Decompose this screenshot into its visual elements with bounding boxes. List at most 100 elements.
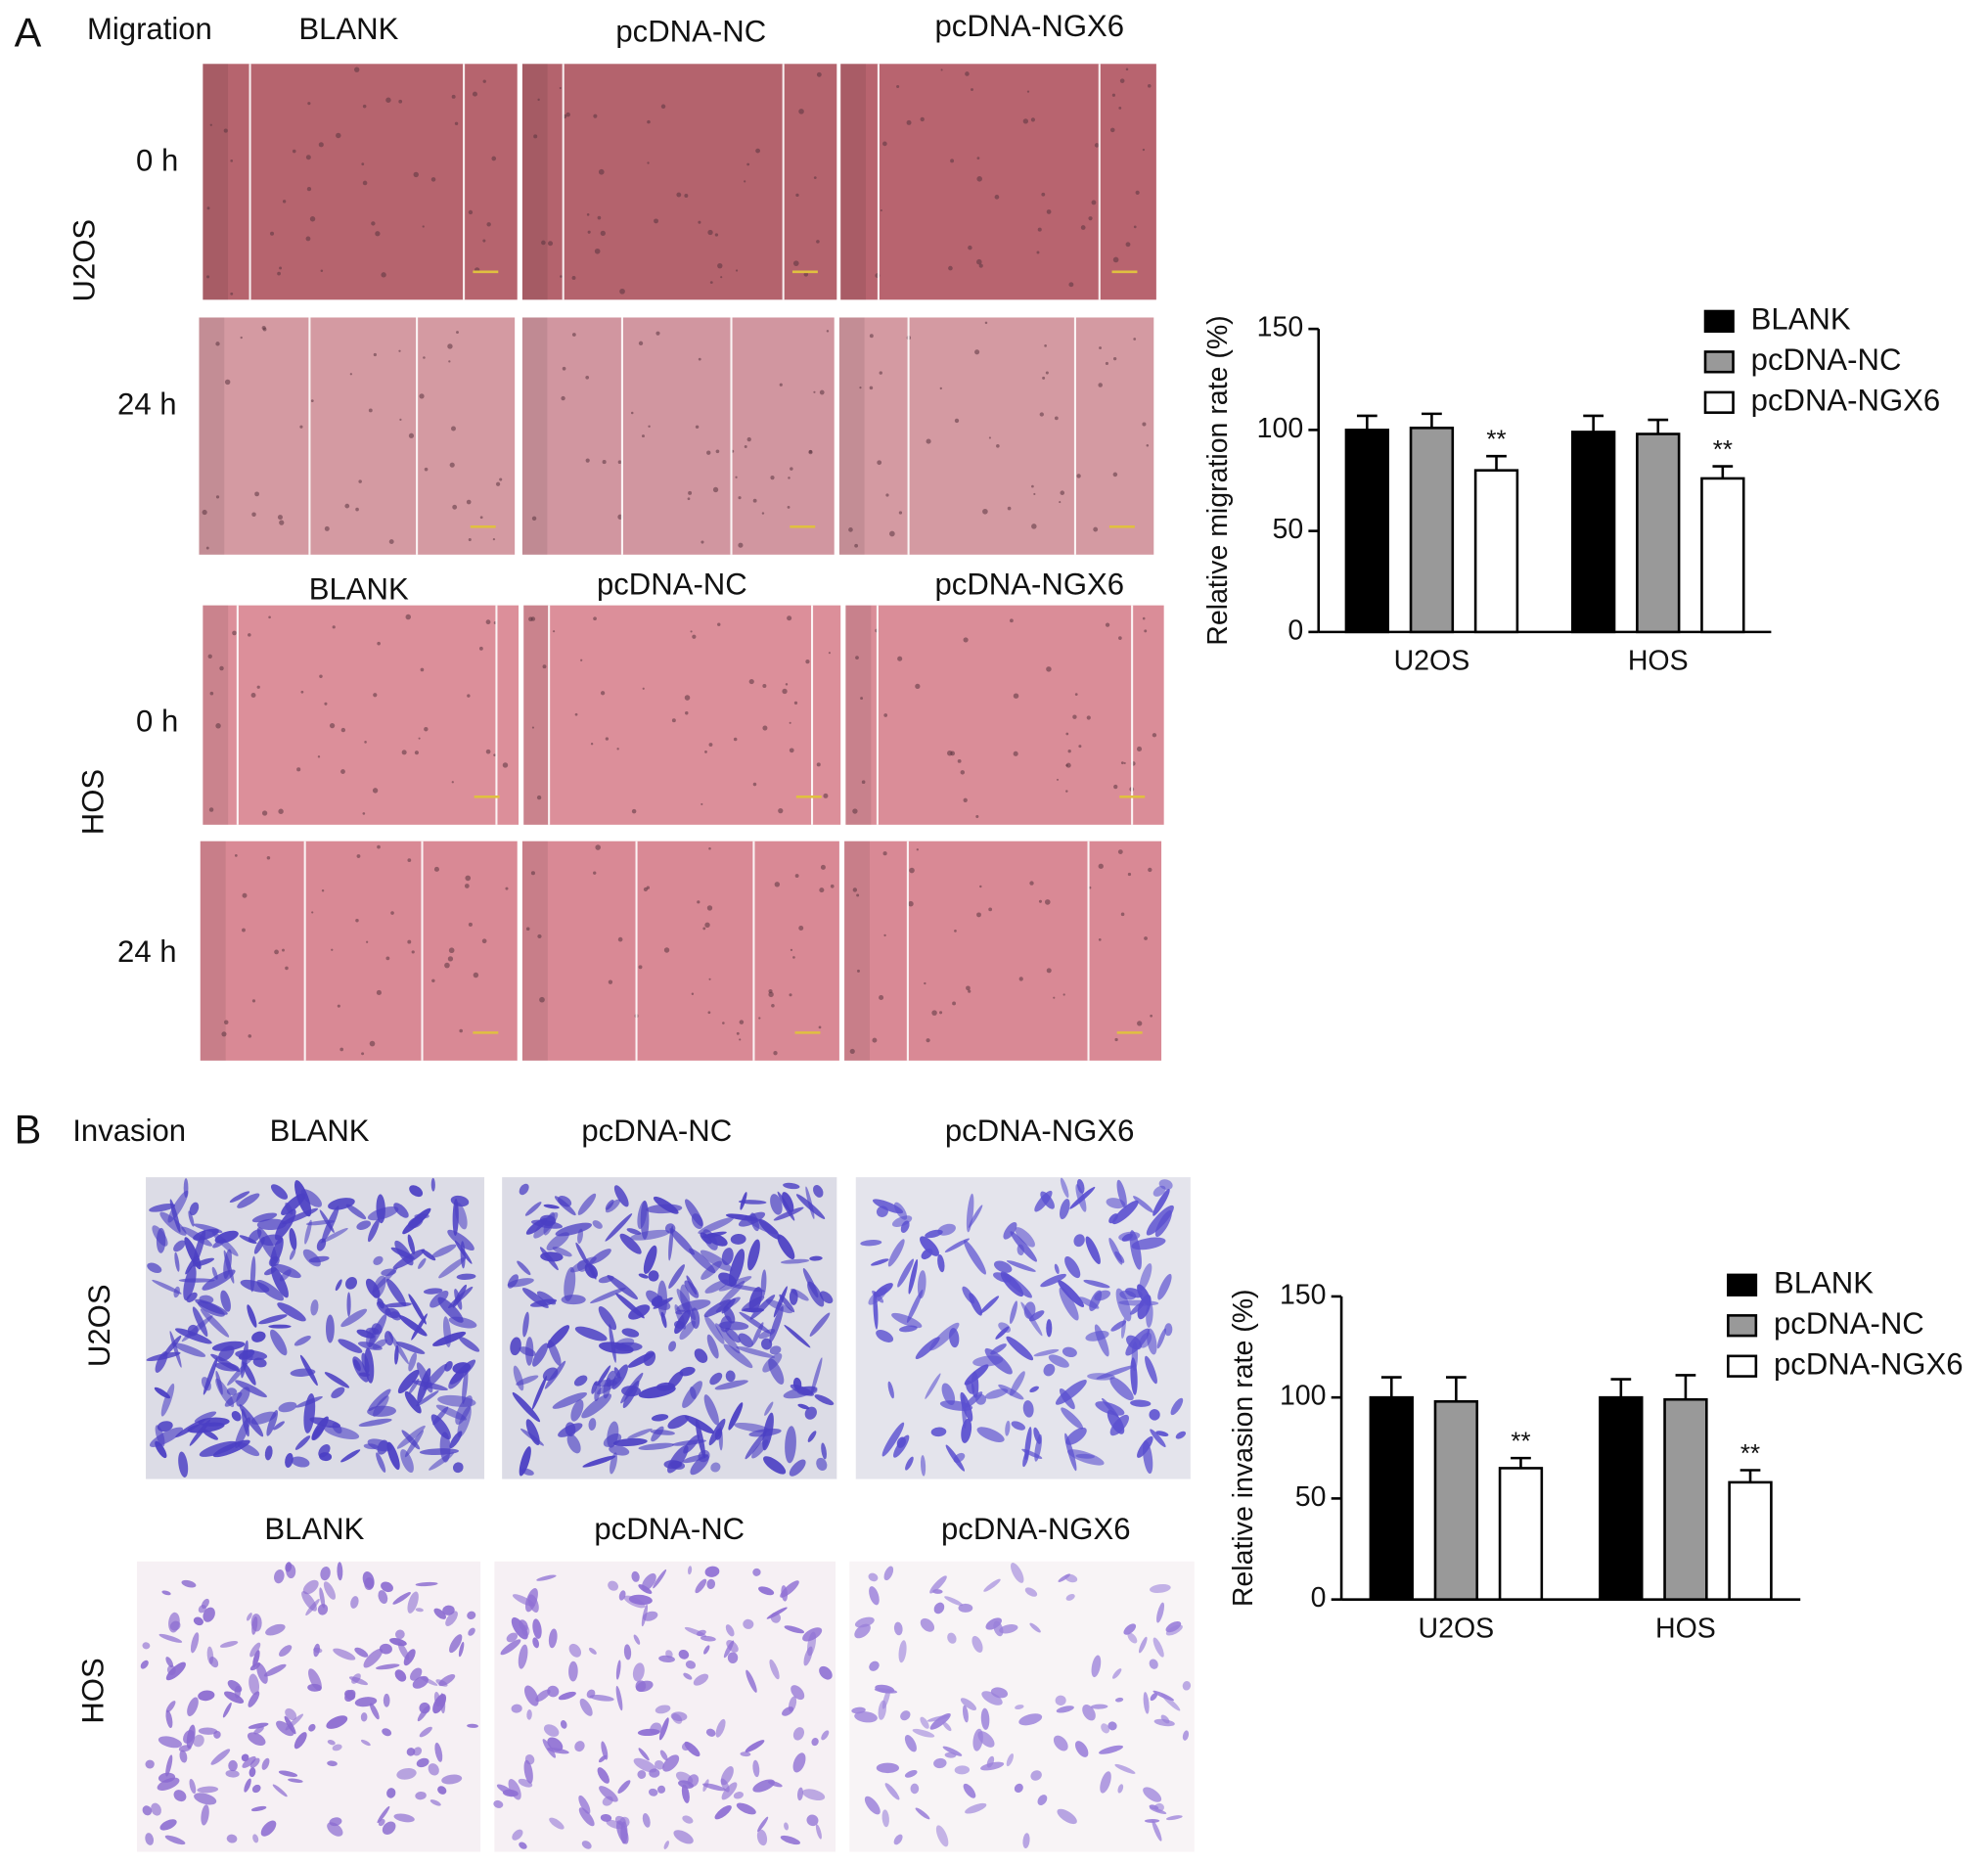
cell-dot bbox=[940, 68, 943, 71]
stained-cell bbox=[640, 1200, 650, 1240]
stained-cell bbox=[791, 1288, 809, 1301]
stained-cell bbox=[883, 1566, 894, 1581]
stained-cell bbox=[496, 1784, 516, 1797]
stained-cell bbox=[1149, 1659, 1158, 1669]
stained-cell bbox=[166, 1664, 176, 1676]
stained-cell bbox=[149, 1203, 176, 1212]
cell-dot bbox=[355, 507, 359, 512]
stained-cell bbox=[165, 1709, 173, 1728]
cell-dot bbox=[708, 846, 711, 850]
stained-cell bbox=[981, 1691, 1003, 1706]
stained-cell bbox=[881, 1422, 905, 1457]
x-tick-label: U2OS bbox=[1394, 646, 1470, 677]
stained-cell bbox=[270, 1329, 288, 1356]
stained-cell bbox=[190, 1632, 200, 1654]
cell-dot bbox=[931, 1010, 937, 1016]
cell-dot bbox=[571, 333, 576, 337]
stained-cell bbox=[757, 1816, 769, 1833]
cell-dot bbox=[1018, 977, 1023, 981]
stained-cell bbox=[151, 1802, 161, 1816]
image-edge-shade bbox=[838, 317, 865, 555]
stained-cell bbox=[238, 1349, 255, 1360]
cell-dot bbox=[715, 449, 720, 454]
stained-cell bbox=[547, 1737, 564, 1751]
stained-cell bbox=[999, 1624, 1018, 1634]
stained-cell bbox=[691, 1213, 703, 1230]
cell-dot bbox=[1039, 412, 1044, 417]
stained-cell bbox=[933, 1602, 945, 1615]
stained-cell bbox=[651, 1414, 669, 1422]
cell-dot bbox=[779, 383, 783, 387]
legend-swatch bbox=[1727, 1314, 1758, 1338]
cell-dot bbox=[1144, 936, 1148, 940]
stained-cell bbox=[250, 1411, 277, 1425]
cell-dot bbox=[789, 993, 792, 997]
cell-dot bbox=[481, 938, 487, 944]
stained-cell bbox=[169, 1331, 182, 1368]
image-background bbox=[845, 605, 1164, 825]
cell-dot bbox=[305, 155, 311, 160]
stained-cell bbox=[183, 1265, 197, 1301]
stained-cell bbox=[966, 1193, 974, 1233]
cell-dot bbox=[1067, 750, 1071, 753]
cell-dot bbox=[590, 742, 594, 746]
stained-cell bbox=[536, 1574, 557, 1581]
cell-dot bbox=[266, 856, 271, 860]
cell-dot bbox=[735, 476, 738, 478]
stained-cell bbox=[1154, 1209, 1172, 1238]
stained-cell bbox=[618, 1590, 626, 1601]
stained-cell bbox=[802, 1789, 826, 1801]
stained-cell bbox=[174, 1328, 212, 1344]
error-bar bbox=[1712, 465, 1734, 478]
stained-cell bbox=[1143, 1692, 1150, 1714]
cell-dot bbox=[1146, 443, 1150, 447]
stained-cell bbox=[582, 1455, 616, 1468]
cell-dot bbox=[373, 352, 377, 357]
stained-cell bbox=[169, 1620, 181, 1631]
stained-cell bbox=[1139, 1636, 1148, 1654]
cell-dot bbox=[1137, 746, 1143, 751]
stained-cell bbox=[215, 1378, 235, 1408]
micrograph bbox=[844, 841, 1162, 1061]
stained-cell bbox=[142, 1805, 153, 1816]
stained-cell bbox=[416, 1390, 439, 1407]
cell-dot bbox=[792, 260, 799, 267]
cell-dot bbox=[819, 389, 825, 395]
stained-cell bbox=[933, 1757, 947, 1769]
cell-dot bbox=[1037, 227, 1042, 232]
stained-cell bbox=[264, 1445, 273, 1461]
stained-cell bbox=[407, 1591, 419, 1614]
stained-cell bbox=[995, 1326, 1010, 1340]
image-background bbox=[521, 841, 839, 1061]
stained-cell bbox=[291, 1456, 310, 1468]
micrograph bbox=[136, 1561, 481, 1852]
cell-dot bbox=[617, 936, 623, 942]
micrograph bbox=[840, 64, 1156, 300]
cell-dot bbox=[1098, 938, 1102, 941]
stained-cell bbox=[256, 1227, 278, 1261]
cell-dot bbox=[208, 807, 214, 812]
stained-cell bbox=[1054, 1263, 1060, 1274]
stained-cell bbox=[140, 1660, 149, 1669]
cell-dot bbox=[676, 192, 682, 198]
stained-cell bbox=[247, 1732, 266, 1747]
stained-cell bbox=[723, 1640, 735, 1659]
cell-dot bbox=[688, 490, 693, 495]
cell-dot bbox=[830, 884, 835, 888]
stained-cell bbox=[187, 1697, 199, 1716]
stained-cell bbox=[1110, 1320, 1127, 1332]
stained-cell bbox=[684, 1415, 715, 1434]
cell-dot bbox=[1118, 636, 1122, 641]
image-edge-shade bbox=[203, 605, 229, 825]
cell-dot bbox=[752, 498, 757, 503]
cell-dot bbox=[897, 656, 903, 661]
cell-dot bbox=[854, 543, 859, 548]
cell-dot bbox=[880, 208, 882, 212]
stained-cell bbox=[160, 1383, 175, 1417]
cell-dot bbox=[377, 844, 381, 849]
stained-cell bbox=[876, 1762, 900, 1774]
image-background bbox=[838, 317, 1154, 555]
stained-cell bbox=[633, 1757, 657, 1773]
cell-dot bbox=[1125, 242, 1131, 248]
image-edge-shade bbox=[200, 841, 226, 1061]
